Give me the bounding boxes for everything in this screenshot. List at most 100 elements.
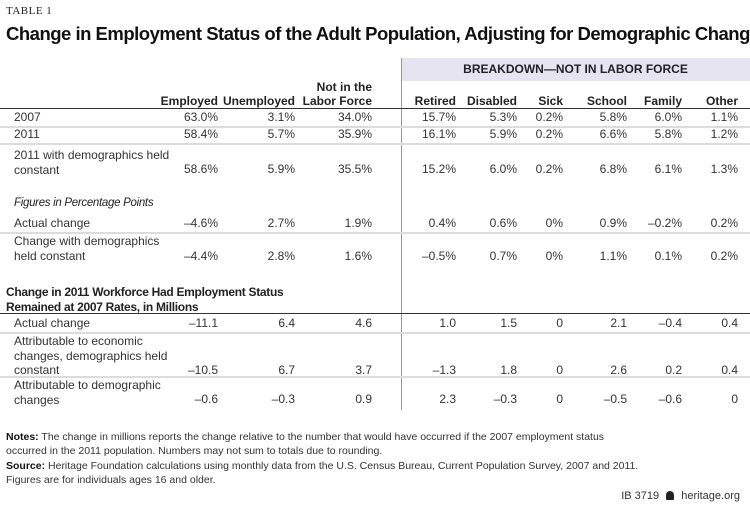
breakdown-header: BREAKDOWN—NOT IN LABOR FORCE <box>463 62 688 76</box>
table-cell: 16.1% <box>421 127 456 141</box>
column-header-retired: Retired <box>414 94 456 108</box>
table-cell: 5.3% <box>489 110 517 124</box>
table-cell: –0.6 <box>658 392 682 406</box>
table-cell: –10.5 <box>187 363 218 377</box>
row-rule <box>0 232 750 234</box>
notes: Notes: The change in millions reports th… <box>6 430 646 458</box>
table-cell: 0.4% <box>428 216 456 230</box>
notes-text: The change in millions reports the chang… <box>6 431 605 457</box>
table-cell: 0 <box>556 392 563 406</box>
column-divider <box>401 58 402 410</box>
table-cell: 5.9% <box>489 127 517 141</box>
table-cell: 0.7% <box>489 249 517 263</box>
column-header-disabled: Disabled <box>466 94 517 108</box>
row-label: Actual change <box>14 316 91 330</box>
row-rule <box>0 143 750 145</box>
row-label: 2011 <box>14 127 40 141</box>
table-cell: 1.1% <box>599 249 627 263</box>
table-cell: 0 <box>556 316 563 330</box>
table-cell: 0.2% <box>710 249 738 263</box>
table-cell: 0.2% <box>535 110 563 124</box>
table-cell: 0.2% <box>535 127 563 141</box>
table-cell: 6.4 <box>278 316 295 330</box>
table-cell: –0.5 <box>603 392 627 406</box>
table-cell: –11.1 <box>188 316 218 330</box>
table-cell: 0.9% <box>599 216 627 230</box>
table-cell: –0.3 <box>493 392 517 406</box>
table-title: Change in Employment Status of the Adult… <box>6 23 750 44</box>
table-cell: 0.2% <box>535 162 563 176</box>
table-cell: 0% <box>545 216 563 230</box>
table-cell: 0.2% <box>710 216 738 230</box>
table-cell: 2.7% <box>267 216 295 230</box>
row-label: Attributable to economic changes, demogr… <box>14 334 168 377</box>
table-cell: 0.2 <box>665 363 682 377</box>
source-text: Heritage Foundation calculations using m… <box>6 460 639 486</box>
table-cell: 2.6 <box>610 363 627 377</box>
column-header-employed: Employed <box>160 94 218 108</box>
table-cell: –0.3 <box>271 392 295 406</box>
table-cell: 2.8% <box>267 249 295 263</box>
points-heading: Figures in Percentage Points <box>14 197 154 209</box>
table-cell: 6.8% <box>599 162 627 176</box>
row-rule <box>0 376 750 378</box>
table-cell: 35.9% <box>337 127 372 141</box>
table-cell: 1.1% <box>710 110 738 124</box>
table-cell: 0.4 <box>721 363 738 377</box>
table-cell: 34.0% <box>337 110 372 124</box>
row-label: Actual change <box>14 216 91 230</box>
table-cell: 15.7% <box>421 110 456 124</box>
row-label: 2007 <box>14 110 41 124</box>
table-cell: 0.4 <box>721 316 738 330</box>
report-id: IB 3719 <box>621 490 660 502</box>
table-cell: 3.7 <box>355 363 372 377</box>
table-cell: –0.6 <box>194 392 218 406</box>
table-cell: 0.1% <box>654 249 682 263</box>
table-cell: 1.9% <box>344 216 372 230</box>
table-cell: 15.2% <box>421 162 456 176</box>
table-cell: –0.4 <box>658 316 682 330</box>
table-cell: –1.3 <box>432 363 456 377</box>
table-cell: 1.8 <box>500 363 517 377</box>
table-cell: 0 <box>731 392 738 406</box>
table-cell: 6.0% <box>654 110 682 124</box>
table-cell: 5.9% <box>267 162 295 176</box>
table-cell: 58.4% <box>183 127 218 141</box>
source: Source: Heritage Foundation calculations… <box>6 459 646 487</box>
millions-rule <box>0 313 750 314</box>
table-cell: 1.0 <box>439 316 456 330</box>
table-cell: 6.6% <box>599 127 627 141</box>
row-label: 2011 with demographics held constant <box>14 148 170 177</box>
table-cell: 4.6 <box>355 316 372 330</box>
table-cell: 58.6% <box>183 162 218 176</box>
column-header-other: Other <box>705 94 738 108</box>
table-cell: 6.7 <box>278 363 295 377</box>
table-cell: –4.6% <box>183 216 218 230</box>
table-cell: –0.5% <box>421 249 456 263</box>
column-header-sick: Sick <box>538 94 563 108</box>
table-cell: 0.9 <box>355 392 372 406</box>
column-header-school: School <box>586 94 627 108</box>
table-cell: 1.6% <box>344 249 372 263</box>
source-label: Source: <box>6 460 46 472</box>
breakdown-header-band: BREAKDOWN—NOT IN LABOR FORCE <box>401 58 750 81</box>
table-cell: 3.1% <box>267 110 295 124</box>
table-cell: 0.6% <box>489 216 517 230</box>
row-label: Attributable to demographic changes <box>14 378 161 407</box>
table-cell: 6.1% <box>654 162 682 176</box>
table-cell: 1.2% <box>710 127 738 141</box>
column-header-unemployed: Unemployed <box>222 94 295 108</box>
row-label: Change with demographics held constant <box>14 234 160 263</box>
liberty-bell-icon <box>666 491 675 500</box>
site-link[interactable]: heritage.org <box>681 490 740 502</box>
table-cell: 1.3% <box>710 162 738 176</box>
millions-heading: Change in 2011 Workforce Had Employment … <box>6 285 284 314</box>
table-cell: 0 <box>556 363 563 377</box>
table-cell: –4.4% <box>183 249 218 263</box>
table-cell: 2.3 <box>439 392 456 406</box>
row-rule <box>0 332 750 334</box>
table-cell: –0.2% <box>647 216 682 230</box>
table-cell: 1.5 <box>500 316 517 330</box>
footer: IB 3719 heritage.org <box>621 490 740 502</box>
